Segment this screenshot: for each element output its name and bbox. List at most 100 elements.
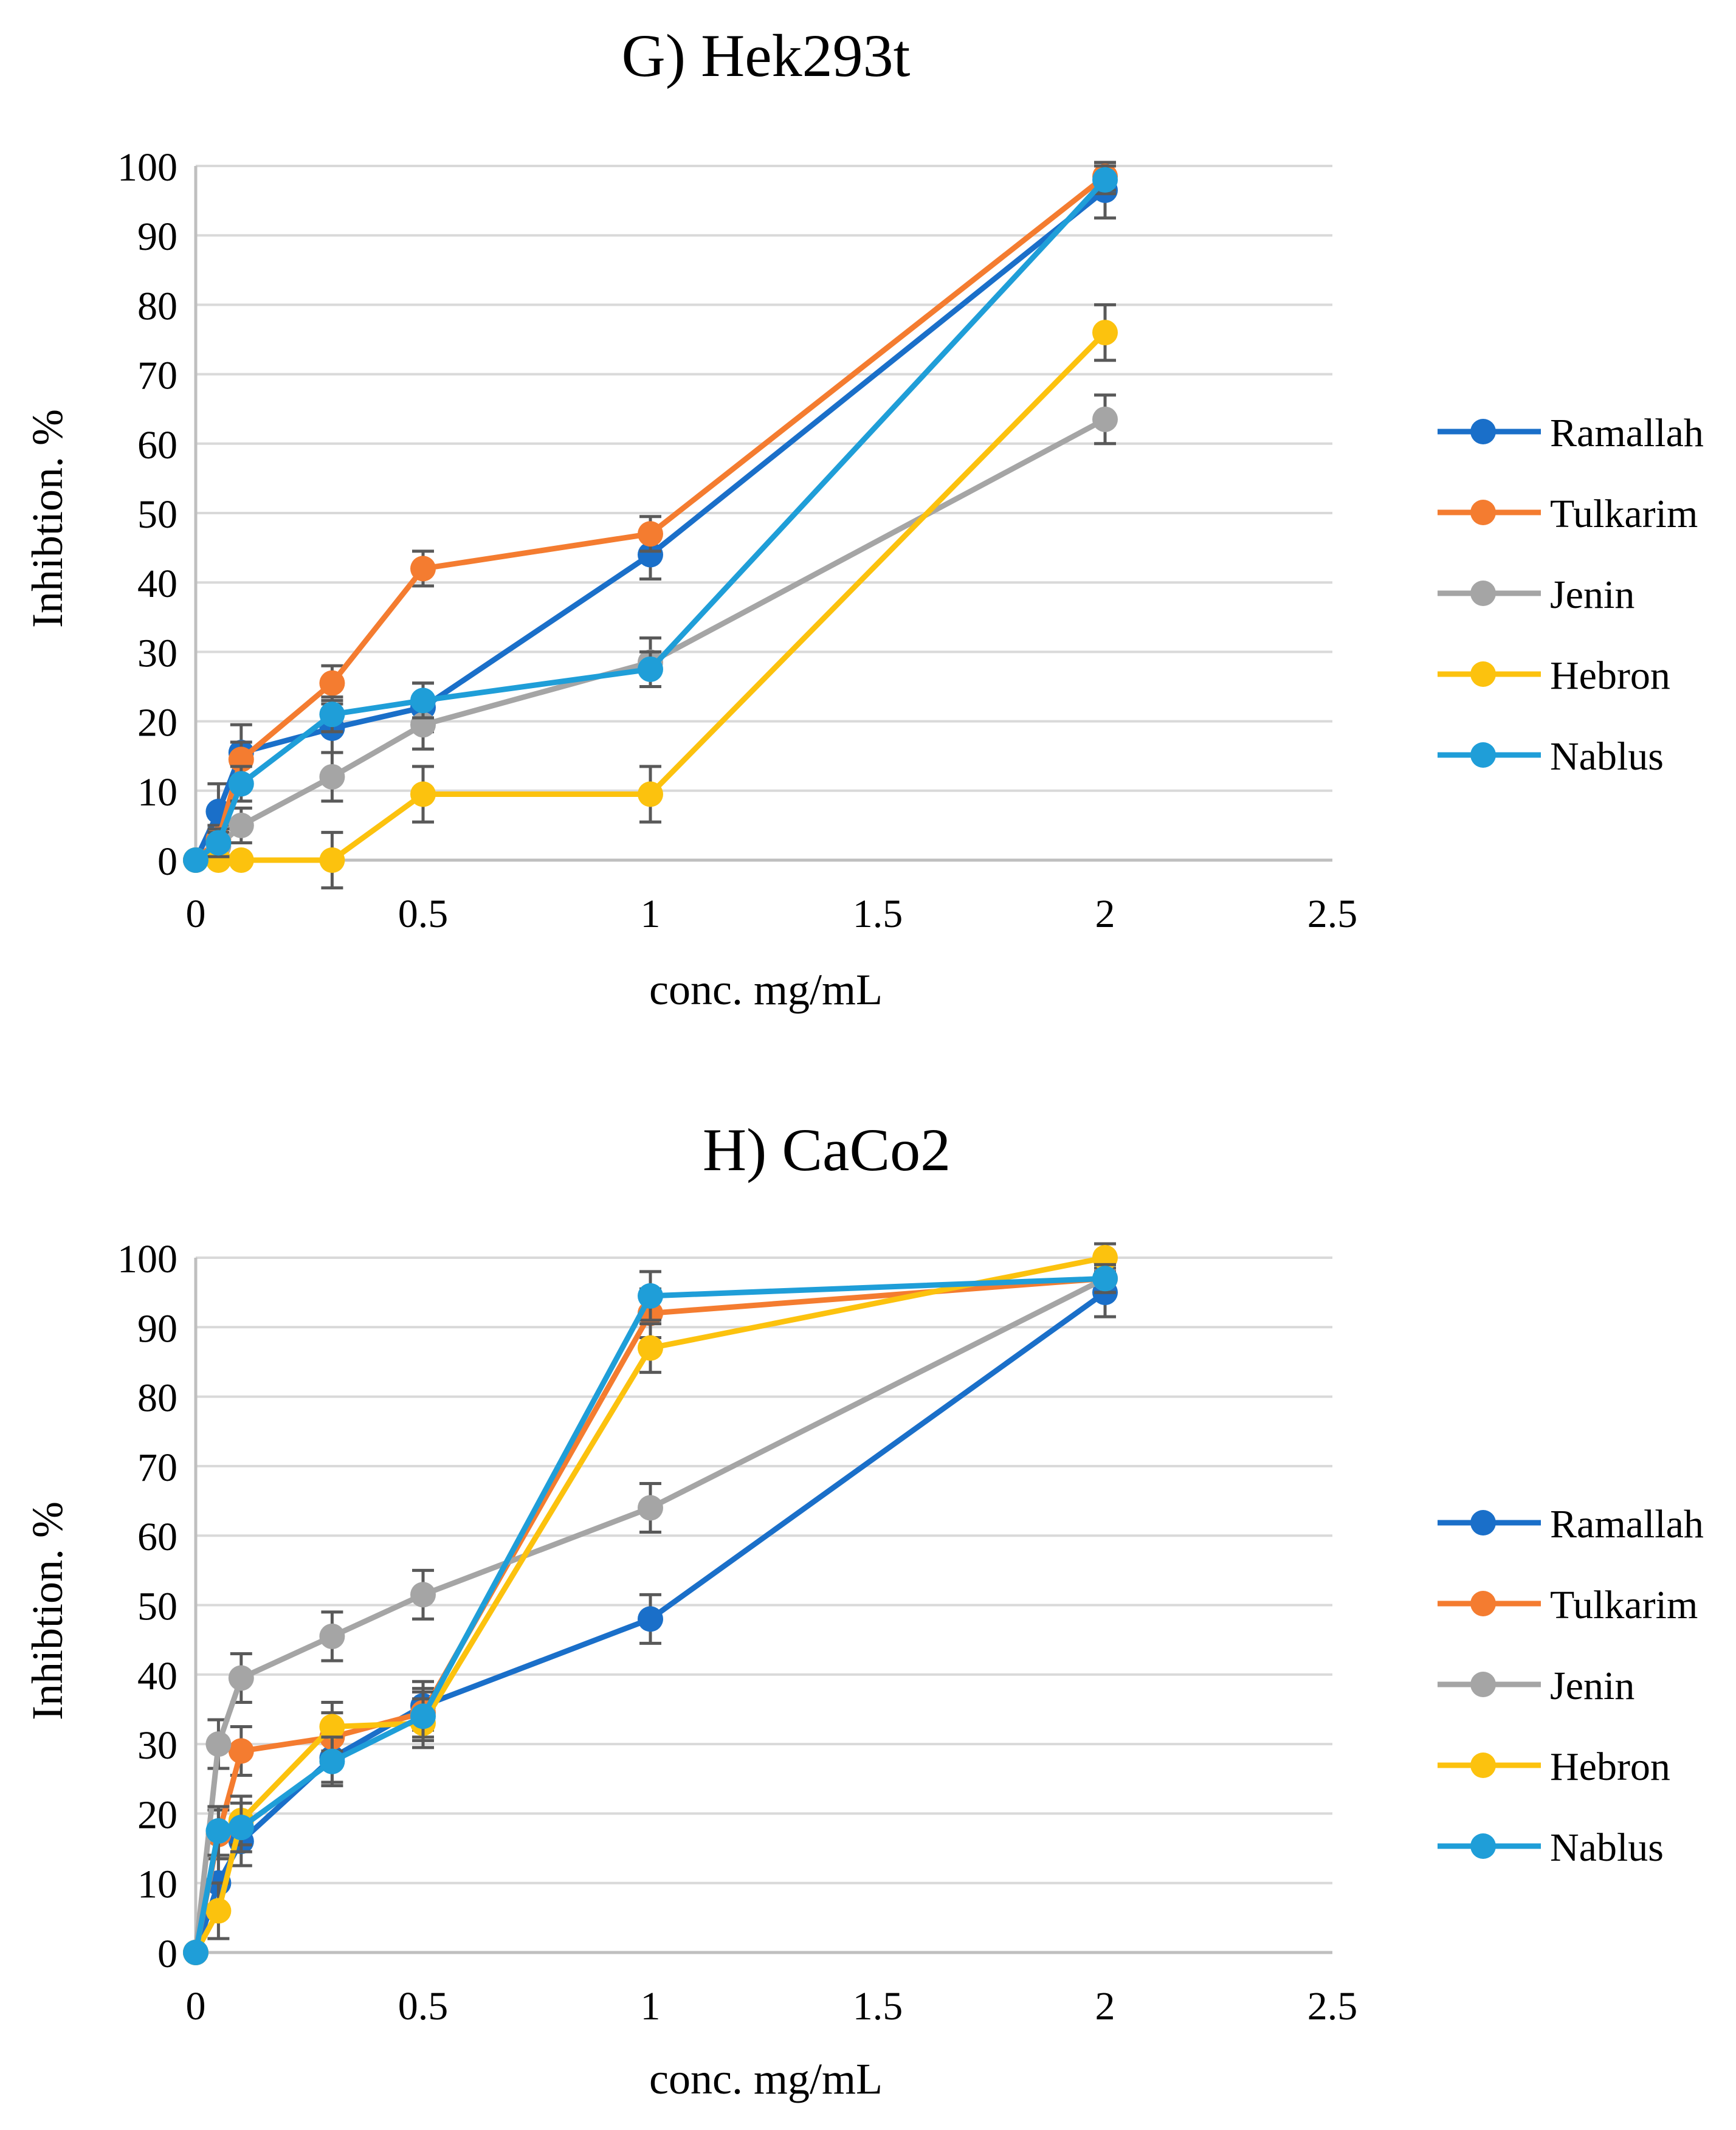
legend-label: Jenin: [1550, 573, 1634, 617]
legend-entry: Jenin: [1438, 1664, 1634, 1708]
data-point: [319, 1623, 345, 1649]
data-point: [228, 812, 254, 838]
x-tick-label: 1.5: [853, 892, 903, 936]
data-point: [319, 701, 345, 728]
y-tick-label: 20: [137, 701, 177, 745]
data-point: [638, 1606, 663, 1632]
x-tick-label: 0: [186, 892, 206, 936]
legend-label: Tulkarim: [1550, 492, 1698, 536]
x-tick-label: 1: [641, 892, 661, 936]
chart-caco2: H) CaCo2 Inhibtion. % conc. mg/mL 010203…: [23, 1116, 1704, 2103]
x-tick-label: 0.5: [398, 1984, 449, 2028]
y-tick-label: 100: [117, 1237, 177, 1281]
x-tick-label: 0: [186, 1984, 206, 2028]
data-point: [638, 656, 663, 682]
legend: Ramallah Tulkarim Jenin Hebron Nablus: [1438, 411, 1704, 779]
data-point: [228, 847, 254, 873]
y-tick-label: 50: [137, 492, 177, 537]
y-tick-label: 10: [137, 770, 177, 815]
legend-entry: Hebron: [1438, 1745, 1670, 1789]
data-point: [205, 830, 232, 856]
y-tick-label: 80: [137, 284, 177, 328]
x-tick-label: 1.5: [853, 1984, 903, 2028]
data-point: [319, 1714, 345, 1740]
data-point: [410, 781, 436, 807]
data-point: [205, 1898, 232, 1924]
y-axis-label: Inhibtion. %: [23, 409, 72, 628]
data-point: [1092, 406, 1118, 432]
y-tick-label: 20: [137, 1793, 177, 1837]
y-tick-label: 10: [137, 1863, 177, 1907]
data-point: [1092, 1266, 1118, 1292]
legend-swatch-marker: [1470, 742, 1496, 768]
data-point: [183, 847, 208, 873]
legend-label: Jenin: [1550, 1664, 1634, 1708]
x-tick-label: 2.5: [1307, 892, 1358, 936]
chart-hek293t: G) Hek293t Inhibtion. % conc. mg/mL 0 10 2…: [23, 22, 1704, 1014]
data-point: [319, 763, 345, 790]
data-point: [1092, 320, 1118, 346]
data-point: [319, 847, 345, 873]
legend-swatch-marker: [1470, 581, 1496, 606]
legend-label: Hebron: [1550, 653, 1670, 698]
data-point: [205, 1818, 232, 1844]
legend-label: Ramallah: [1550, 1502, 1704, 1546]
y-tick-label: 30: [137, 1723, 177, 1768]
y-tick-labels: 0 10 20 30 40 50 60 70 80 90 100: [117, 1237, 177, 1976]
y-tick-label: 100: [117, 145, 177, 190]
data-point: [319, 670, 345, 696]
legend-label: Nablus: [1550, 734, 1664, 779]
data-point: [410, 688, 436, 714]
y-tick-label: 0: [157, 1932, 177, 1976]
y-tick-label: 60: [137, 1515, 177, 1559]
data-point: [638, 1335, 663, 1361]
legend-swatch-marker: [1470, 1591, 1496, 1616]
y-tick-label: 90: [137, 215, 177, 259]
legend-entry: Tulkarim: [1438, 1583, 1698, 1627]
series-nablus: [183, 1263, 1118, 1965]
y-tick-label: 70: [137, 354, 177, 398]
legend-swatch-marker: [1470, 1833, 1496, 1859]
data-point: [183, 1940, 208, 1965]
series-nablus: [183, 164, 1118, 873]
x-tick-label: 2: [1095, 892, 1115, 936]
y-tick-labels: 0 10 20 30 40 50 60 70 80 90 100: [117, 145, 177, 884]
data-point: [228, 1815, 254, 1841]
data-point: [319, 1748, 345, 1774]
x-tick-label: 2.5: [1307, 1984, 1358, 2028]
x-tick-label: 2: [1095, 1984, 1115, 2028]
data-point: [410, 556, 436, 582]
series-layer: [183, 1242, 1118, 1965]
data-point: [638, 1283, 663, 1309]
legend-swatch-marker: [1470, 1672, 1496, 1697]
y-tick-label: 30: [137, 631, 177, 675]
y-tick-label: 80: [137, 1376, 177, 1421]
y-tick-label: 90: [137, 1306, 177, 1351]
legend-entry: Ramallah: [1438, 411, 1704, 455]
legend-swatch-marker: [1470, 661, 1496, 687]
x-tick-label: 1: [641, 1984, 661, 2028]
legend-entry: Tulkarim: [1438, 492, 1698, 536]
y-tick-label: 60: [137, 423, 177, 467]
series-layer: [183, 160, 1118, 890]
x-axis-label: conc. mg/mL: [649, 965, 883, 1014]
y-tick-label: 40: [137, 1654, 177, 1698]
chart-title: G) Hek293t: [622, 22, 911, 89]
legend-swatch-marker: [1470, 500, 1496, 525]
x-axis-label: conc. mg/mL: [649, 2055, 883, 2103]
x-tick-labels: 0 0.5 1 1.5 2 2.5: [186, 892, 1358, 936]
data-point: [638, 542, 663, 568]
data-point: [228, 771, 254, 797]
legend-label: Ramallah: [1550, 411, 1704, 455]
data-point: [638, 781, 663, 807]
y-tick-label: 40: [137, 562, 177, 606]
legend-entry: Hebron: [1438, 653, 1670, 698]
data-point: [638, 1495, 663, 1521]
legend-swatch-marker: [1470, 419, 1496, 444]
y-axis-label: Inhibtion. %: [23, 1501, 72, 1720]
data-point: [228, 1665, 254, 1691]
legend: Ramallah Tulkarim Jenin Hebron Nablus: [1438, 1502, 1704, 1870]
legend-swatch-marker: [1470, 1510, 1496, 1535]
